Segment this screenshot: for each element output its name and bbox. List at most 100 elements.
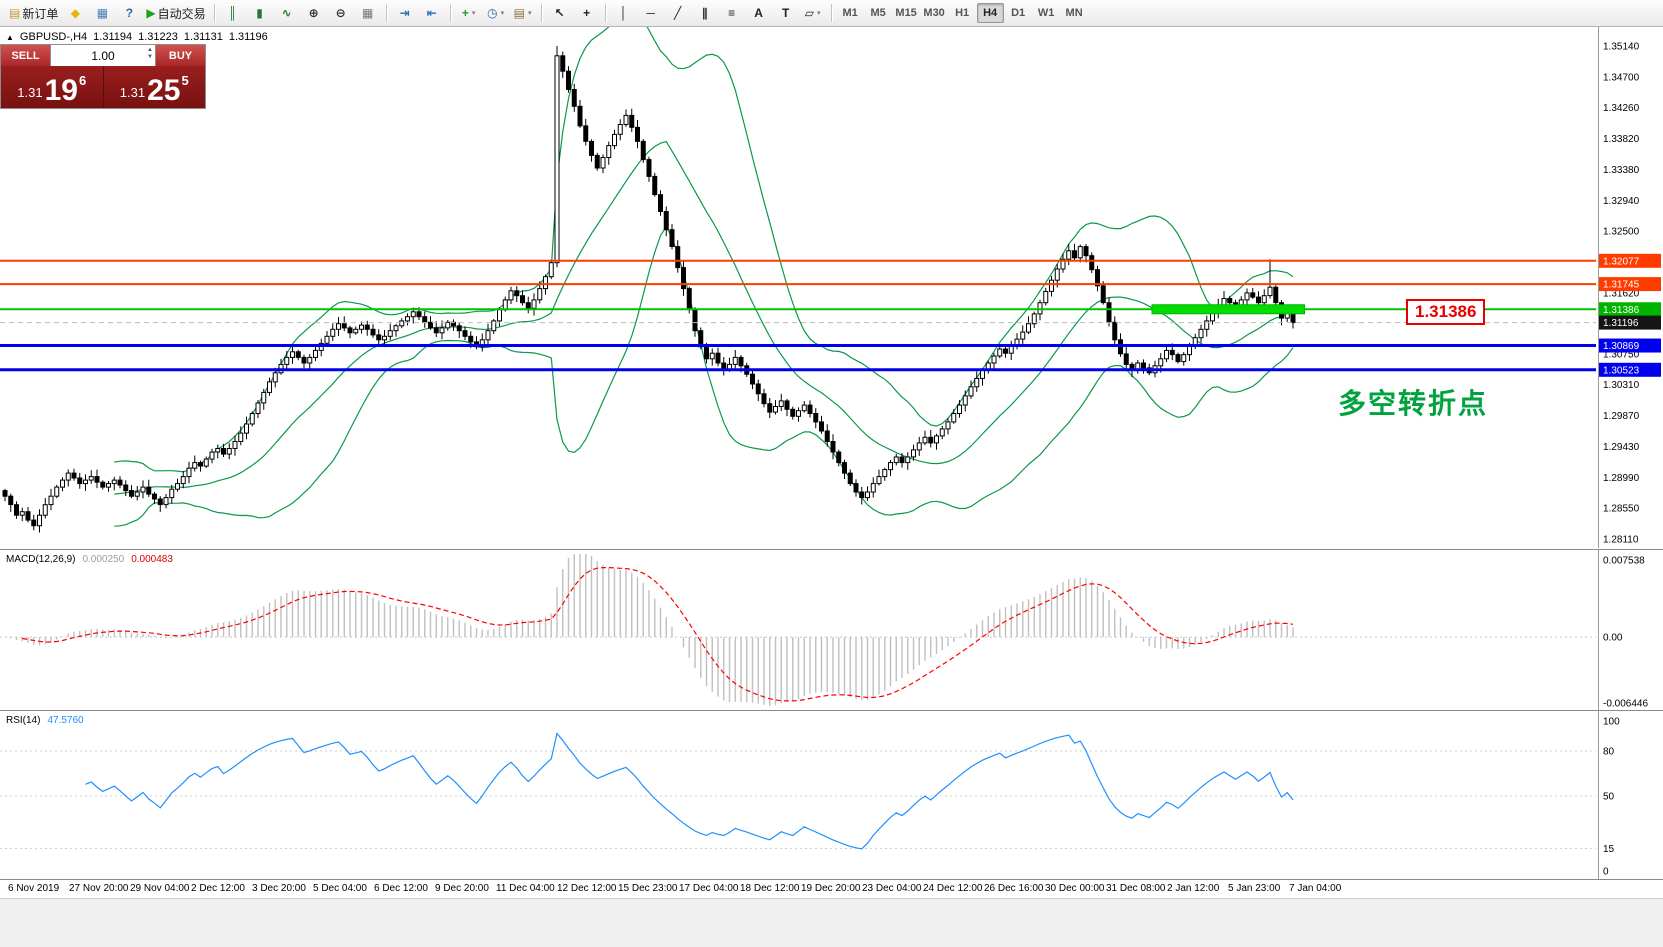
- crosshair-icon[interactable]: +: [574, 2, 600, 24]
- one-click-toggle[interactable]: ▲: [6, 32, 14, 42]
- time-axis-label: 31 Dec 08:00: [1106, 883, 1166, 894]
- line-chart-icon[interactable]: ∿: [274, 2, 300, 24]
- timeframe-m5[interactable]: M5: [870, 7, 886, 19]
- time-axis-label: 18 Dec 12:00: [740, 883, 800, 894]
- zoom-out-icon[interactable]: ⊖: [328, 2, 354, 24]
- templates-icon: ▤: [513, 6, 526, 20]
- toolbar-separator: [385, 4, 387, 22]
- price-tag-1.32077: [1599, 253, 1661, 268]
- sell-price-big: 19: [44, 74, 78, 107]
- chevron-down-icon: ▾: [528, 10, 532, 17]
- trendline-icon[interactable]: ╱: [665, 2, 691, 24]
- buy-price-sup: 5: [181, 73, 189, 88]
- text-tool-icon[interactable]: A: [746, 2, 772, 24]
- toolbar-group: ⇥ ⇤: [389, 2, 448, 24]
- macd-value: 0.000250: [82, 554, 125, 565]
- timeframe-h1[interactable]: H1: [955, 7, 970, 19]
- vertical-line-icon[interactable]: │: [611, 2, 637, 24]
- time-axis-label: 9 Dec 20:00: [435, 883, 489, 894]
- sell-price-display[interactable]: 1.31 19 6: [1, 66, 103, 108]
- timeframe-d1[interactable]: D1: [1011, 7, 1026, 19]
- svg-text:1.34260: 1.34260: [1603, 103, 1640, 114]
- timeframe-w1[interactable]: W1: [1037, 7, 1055, 19]
- toolbar-separator: [449, 4, 451, 22]
- channel-icon[interactable]: ∥: [692, 2, 718, 24]
- price-chart-svg[interactable]: 1.35140 1.34700 1.34260 1.33820 1.33380 1.329…: [0, 27, 1663, 548]
- vertical-line-icon: │: [619, 6, 628, 20]
- svg-text:1.31745: 1.31745: [1603, 280, 1640, 291]
- price-level-callout[interactable]: 1.31386: [1406, 299, 1486, 325]
- candlestick-chart-icon[interactable]: ▮: [247, 2, 273, 24]
- trendline-icon: ╱: [673, 6, 682, 20]
- ohlc-open: 1.31194: [93, 31, 133, 43]
- cursor-icon: ↖: [554, 6, 565, 20]
- svg-text:1.28550: 1.28550: [1603, 504, 1640, 515]
- sell-price-sup: 6: [78, 73, 87, 88]
- help-icon[interactable]: ?: [116, 2, 142, 24]
- spinner-up-icon[interactable]: ▲: [147, 47, 153, 53]
- help-icon: ?: [125, 6, 134, 20]
- shapes-icon: ▱: [804, 6, 814, 20]
- candles: [2, 46, 1296, 533]
- rsi-plot-svg[interactable]: 100 80 50 15 0: [0, 711, 1663, 879]
- ohlc-bars-icon[interactable]: ║: [220, 2, 246, 24]
- buy-price-display[interactable]: 1.31 25 5: [102, 66, 206, 108]
- autotrading-button[interactable]: ▶ 自动交易: [143, 2, 208, 24]
- fibonacci-icon[interactable]: ≡: [719, 2, 745, 24]
- macd-plot-svg[interactable]: 0.007538 0.00 -0.006446: [0, 550, 1663, 710]
- support-highlight-bar[interactable]: [1151, 304, 1305, 315]
- templates-icon[interactable]: ▤ ▾: [510, 2, 536, 24]
- buy-price-prefix: 1.31: [119, 85, 146, 100]
- tile-windows-icon: ▦: [361, 6, 374, 20]
- new-order-button[interactable]: ▤ 新订单: [6, 2, 61, 24]
- tile-windows-icon[interactable]: ▦: [355, 2, 381, 24]
- toolbar-separator: [540, 4, 542, 22]
- price-tag-1.31745: [1599, 277, 1661, 292]
- timeframe-m30[interactable]: M30: [923, 7, 945, 19]
- rsi-pane[interactable]: 100 80 50 15 0 RSI(14) 47.5760: [0, 710, 1663, 879]
- main-chart-pane[interactable]: 1.35140 1.34700 1.34260 1.33820 1.33380 1.329…: [0, 27, 1663, 549]
- zoom-in-icon[interactable]: ⊕: [301, 2, 327, 24]
- indicators-icon[interactable]: + ▾: [456, 2, 482, 24]
- price-tag-1.30523: [1599, 362, 1661, 377]
- chart-shift-icon: ⇤: [426, 6, 437, 20]
- timeframe-m1[interactable]: M1: [842, 7, 858, 19]
- spinner-down-icon[interactable]: ▼: [147, 54, 153, 60]
- timeframe-mn[interactable]: MN: [1065, 7, 1083, 19]
- time-axis-label: 23 Dec 04:00: [862, 883, 922, 894]
- market-watch-icon[interactable]: ▦: [89, 2, 115, 24]
- svg-text:1.31386: 1.31386: [1603, 305, 1640, 316]
- ohlc-low: 1.31131: [183, 31, 223, 43]
- shapes-icon[interactable]: ▱ ▾: [800, 2, 826, 24]
- svg-text:80: 80: [1603, 747, 1615, 758]
- sell-button[interactable]: SELL: [1, 45, 50, 66]
- svg-text:0.007538: 0.007538: [1603, 556, 1645, 567]
- auto-scroll-icon[interactable]: ⇥: [392, 2, 418, 24]
- buy-button[interactable]: BUY: [156, 45, 205, 66]
- label-tool-icon[interactable]: T: [773, 2, 799, 24]
- metaeditor-icon: ◆: [70, 6, 80, 20]
- toolbar-group: + ▾ ◷ ▾ ▤ ▾: [453, 2, 539, 24]
- timeframe-h4[interactable]: H4: [976, 3, 1004, 23]
- time-axis-label: 5 Dec 04:00: [313, 883, 367, 894]
- ohlc-bars-icon: ║: [228, 6, 237, 20]
- time-axis-label: 12 Dec 12:00: [557, 883, 617, 894]
- metaeditor-icon[interactable]: ◆: [62, 2, 88, 24]
- candlestick-chart-icon: ▮: [256, 6, 263, 20]
- svg-text:1.30310: 1.30310: [1603, 380, 1640, 391]
- macd-title: MACD(12,26,9): [6, 554, 76, 565]
- volume-spinner[interactable]: ▲ ▼: [147, 47, 153, 61]
- svg-text:1.35140: 1.35140: [1603, 42, 1640, 53]
- chart-shift-icon[interactable]: ⇤: [419, 2, 445, 24]
- horizontal-line-icon[interactable]: ─: [638, 2, 664, 24]
- timeframe-m15[interactable]: M15: [895, 7, 917, 19]
- macd-pane[interactable]: 0.007538 0.00 -0.006446 MACD(12,26,9) 0.00…: [0, 549, 1663, 710]
- periods-icon[interactable]: ◷ ▾: [483, 2, 509, 24]
- volume-input[interactable]: 1.00 ▲ ▼: [50, 45, 156, 66]
- time-axis[interactable]: 6 Nov 2019 27 Nov 20:00 29 Nov 04:00 2 Dec …: [0, 879, 1663, 898]
- time-axis-label: 5 Jan 23:00: [1228, 883, 1281, 894]
- svg-text:0: 0: [1603, 867, 1609, 878]
- text-tool-icon: A: [754, 6, 763, 20]
- cursor-icon[interactable]: ↖: [547, 2, 573, 24]
- auto-scroll-icon: ⇥: [399, 6, 410, 20]
